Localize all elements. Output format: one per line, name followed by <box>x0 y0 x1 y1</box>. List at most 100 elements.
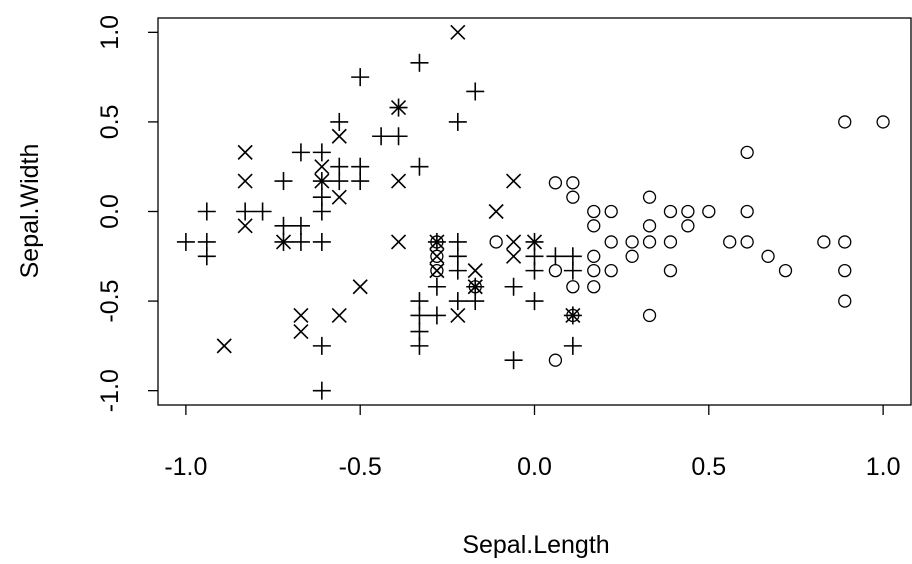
point-circle <box>566 190 580 204</box>
point-cross <box>467 263 483 279</box>
point-plus <box>410 306 429 325</box>
point-plus <box>291 216 310 235</box>
x-axis: -1.0 -0.5 0.0 0.5 1.0 <box>164 405 900 481</box>
point-circle <box>702 204 716 219</box>
x-tick-label: 1.0 <box>866 453 901 481</box>
point-circle <box>681 204 695 219</box>
y-tick-label: -0.5 <box>96 280 124 323</box>
point-cross <box>390 100 407 116</box>
point-circle <box>663 204 678 219</box>
point-cross <box>237 218 253 234</box>
point-plus <box>504 277 523 296</box>
point-cross <box>314 173 330 189</box>
point-plus <box>546 247 565 266</box>
point-cross <box>314 159 330 175</box>
point-plus <box>330 172 349 191</box>
point-cross <box>293 323 309 340</box>
point-plus <box>351 68 370 87</box>
point-circle <box>761 249 775 263</box>
point-circle <box>740 204 754 219</box>
point-plus <box>236 202 255 221</box>
point-plus <box>274 216 293 235</box>
point-circle <box>548 176 563 190</box>
point-cross <box>331 189 347 205</box>
point-circle <box>587 204 601 219</box>
y-axis-label: Sepal.Width <box>16 144 44 279</box>
point-cross <box>429 234 445 250</box>
point-circle <box>430 263 444 278</box>
point-circle <box>642 190 657 204</box>
point-cross <box>450 307 466 323</box>
point-cross <box>331 128 347 144</box>
point-cross <box>488 203 504 220</box>
point-cross <box>526 234 543 250</box>
point-circle <box>604 204 618 219</box>
point-plus <box>291 143 310 162</box>
point-plus <box>410 336 429 355</box>
y-tick-label: -1.0 <box>96 369 124 412</box>
point-cross <box>429 263 445 279</box>
point-plus <box>448 261 467 280</box>
point-plus <box>410 157 429 176</box>
y-tick-label: 0.0 <box>96 194 124 229</box>
point-circle <box>876 115 890 129</box>
point-circle <box>663 263 678 278</box>
x-axis-label: Sepal.Length <box>462 531 609 559</box>
point-circle <box>740 145 754 160</box>
point-plus <box>351 172 370 191</box>
point-circle <box>723 235 737 249</box>
point-cross <box>237 144 253 160</box>
point-cross <box>429 248 445 264</box>
point-cross <box>237 173 253 189</box>
point-plus <box>176 232 195 251</box>
point-circle <box>740 235 754 249</box>
point-circle <box>489 235 503 249</box>
point-circle <box>566 176 580 190</box>
point-circle <box>642 219 657 233</box>
point-plus <box>312 232 331 251</box>
point-plus <box>563 336 582 355</box>
point-plus <box>312 336 331 355</box>
point-cross <box>352 279 368 295</box>
point-circle <box>838 263 852 278</box>
x-tick-label: 0.0 <box>517 453 552 481</box>
point-plus <box>427 277 446 296</box>
point-plus <box>504 351 523 370</box>
point-circle <box>587 249 601 263</box>
point-cross <box>275 234 292 250</box>
point-circle <box>838 235 852 249</box>
point-circle <box>642 308 657 323</box>
point-circle <box>817 235 831 249</box>
point-cross <box>506 234 522 250</box>
point-plus <box>448 292 467 311</box>
point-circle <box>838 115 852 129</box>
point-cross <box>506 248 522 264</box>
x-tick-label: -0.5 <box>339 453 382 481</box>
point-plus <box>563 261 582 280</box>
point-plus <box>389 127 408 146</box>
x-tick-label: -1.0 <box>164 453 207 481</box>
point-cross <box>506 173 522 189</box>
point-plus <box>312 202 331 221</box>
point-cross <box>293 307 309 323</box>
y-tick-label: 0.5 <box>96 105 124 140</box>
point-plus <box>312 381 331 400</box>
point-circle <box>548 353 563 367</box>
point-plus <box>330 112 349 131</box>
y-tick-label: 1.0 <box>96 15 124 50</box>
point-circle <box>587 280 601 294</box>
point-plus <box>253 202 272 221</box>
data-points <box>176 24 890 400</box>
point-plus <box>427 306 446 325</box>
point-plus <box>197 247 216 266</box>
point-circle <box>625 249 639 263</box>
point-circle <box>681 219 695 233</box>
point-plus <box>197 202 216 221</box>
point-plus <box>291 232 310 251</box>
point-circle <box>838 294 852 308</box>
point-cross <box>565 307 581 323</box>
point-cross <box>450 24 466 40</box>
point-cross <box>331 307 347 323</box>
point-circle <box>604 263 618 278</box>
